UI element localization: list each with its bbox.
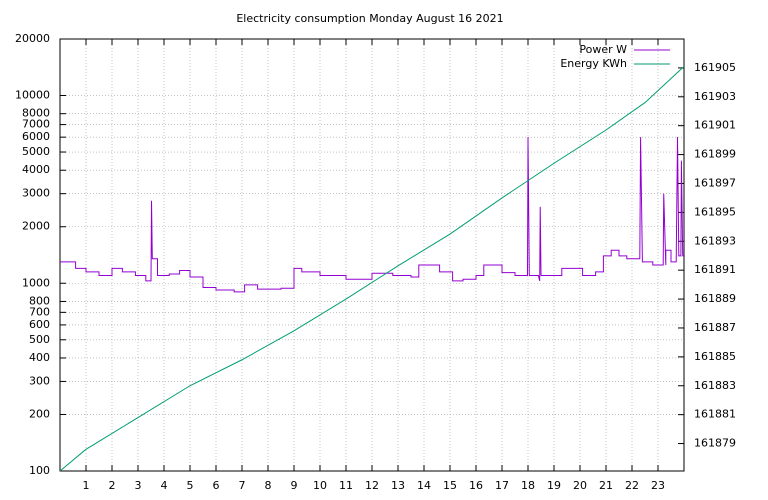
x-tick-label: 18: [521, 479, 535, 492]
y2-tick-label: 161903: [694, 90, 736, 103]
plot-frame: [59, 38, 685, 472]
x-tick-label: 6: [213, 479, 220, 492]
y2-tick-label: 161879: [694, 437, 736, 450]
y-tick-label: 300: [29, 374, 50, 387]
y-tick-label: 800: [29, 294, 50, 307]
series-line: [59, 66, 685, 472]
series-line: [60, 137, 684, 293]
x-tick-label: 15: [443, 479, 457, 492]
y-tick-label: 8000: [22, 107, 50, 120]
y2-tick-label: 161885: [694, 350, 736, 363]
y-tick-label: 7000: [22, 118, 50, 131]
y-tick-label: 20000: [15, 32, 50, 45]
x-tick-label: 12: [365, 479, 379, 492]
y-tick-label: 200: [29, 407, 50, 420]
x-tick-label: 9: [291, 479, 298, 492]
y-tick-label: 600: [29, 318, 50, 331]
x-tick-label: 7: [239, 479, 246, 492]
y-tick-label: 700: [29, 305, 50, 318]
y-tick-label: 500: [29, 333, 50, 346]
x-tick-label: 19: [547, 479, 561, 492]
x-tick-label: 11: [339, 479, 353, 492]
y-tick-label: 100: [29, 464, 50, 477]
y-tick-label: 3000: [22, 187, 50, 200]
y-tick-label: 2000: [22, 220, 50, 233]
y2-tick-label: 161887: [694, 321, 736, 334]
x-tick-label: 4: [161, 479, 168, 492]
x-tick-label: 17: [495, 479, 509, 492]
y2-tick-label: 161897: [694, 176, 736, 189]
x-tick-label: 10: [313, 479, 327, 492]
x-tick-label: 20: [573, 479, 587, 492]
x-tick-label: 21: [599, 479, 613, 492]
chart-title: Electricity consumption Monday August 16…: [236, 12, 503, 25]
x-tick-label: 23: [651, 479, 665, 492]
x-tick-label: 5: [187, 479, 194, 492]
y-tick-label: 5000: [22, 145, 50, 158]
y-tick-label: 400: [29, 351, 50, 364]
y2-tick-label: 161883: [694, 379, 736, 392]
x-tick-label: 1: [83, 479, 90, 492]
y2-tick-label: 161899: [694, 148, 736, 161]
x-tick-label: 16: [469, 479, 483, 492]
y-tick-label: 1000: [22, 276, 50, 289]
x-tick-label: 8: [265, 479, 272, 492]
x-tick-label: 13: [391, 479, 405, 492]
x-tick-label: 3: [135, 479, 142, 492]
x-tick-label: 2: [109, 479, 116, 492]
y2-tick-label: 161881: [694, 408, 736, 421]
x-tick-label: 22: [625, 479, 639, 492]
legend-label: Power W: [579, 43, 627, 56]
y2-tick-label: 161901: [694, 119, 736, 132]
y-tick-label: 6000: [22, 130, 50, 143]
y2-tick-label: 161895: [694, 205, 736, 218]
y2-tick-label: 161889: [694, 292, 736, 305]
y2-tick-label: 161905: [694, 61, 736, 74]
y2-tick-label: 161893: [694, 234, 736, 247]
x-tick-label: 14: [417, 479, 431, 492]
y-tick-label: 10000: [15, 89, 50, 102]
y-tick-label: 4000: [22, 163, 50, 176]
legend-label: Energy KWh: [560, 57, 627, 70]
y2-tick-label: 161891: [694, 263, 736, 276]
